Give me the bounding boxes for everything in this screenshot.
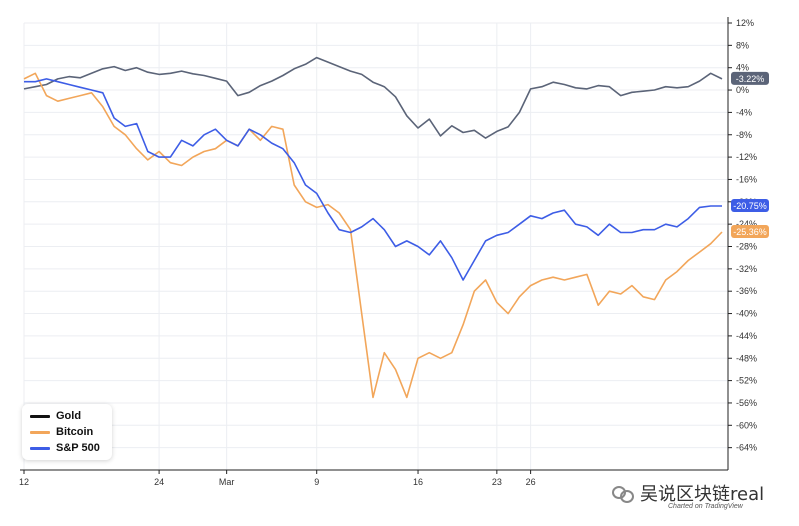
legend-item-gold[interactable]: Gold xyxy=(30,408,112,424)
y-tick-label: -40% xyxy=(736,309,757,319)
y-tick-label: -28% xyxy=(736,242,757,252)
legend-item-bitcoin[interactable]: Bitcoin xyxy=(30,424,112,440)
legend-label-sp500: S&P 500 xyxy=(56,442,100,454)
y-tick-label: -48% xyxy=(736,353,757,363)
y-tick-label: -8% xyxy=(736,130,752,140)
last-value-tag-bg xyxy=(731,224,769,238)
y-tick-label: -36% xyxy=(736,286,757,296)
last-value-tag-bg xyxy=(731,198,769,212)
tradingview-credit: Charted on TradingView xyxy=(668,503,743,510)
series-lines xyxy=(23,56,723,399)
y-tick-label: -24% xyxy=(736,219,757,229)
y-tick-label: -60% xyxy=(736,420,757,430)
x-tick-label: 16 xyxy=(413,477,423,487)
y-tick-label: -4% xyxy=(736,107,752,117)
y-tick-label: 4% xyxy=(736,63,749,73)
series-line-s-p-500 xyxy=(24,78,722,281)
last-value-tag-s-p-500: -20.75% xyxy=(731,198,769,212)
legend-swatch-sp500 xyxy=(30,446,50,450)
last-value-tags: -3.22% -25.36% -20.75% xyxy=(731,71,769,238)
series-line-bitcoin xyxy=(23,72,723,399)
x-tick-label: 26 xyxy=(526,477,536,487)
y-tick-label: -64% xyxy=(736,443,757,453)
legend: Gold Bitcoin S&P 500 xyxy=(22,404,112,460)
x-tick-label: 12 xyxy=(19,477,29,487)
series-line-gold xyxy=(23,56,723,139)
y-axis-ticks: 12%8%4%0%-4%-8%-12%-16%-20%-24%-28%-32%-… xyxy=(728,18,757,453)
x-tick-label: 9 xyxy=(314,477,319,487)
y-tick-label: 12% xyxy=(736,18,754,28)
x-tick-label: 23 xyxy=(492,477,502,487)
legend-swatch-bitcoin xyxy=(30,430,50,434)
y-tick-label: -52% xyxy=(736,376,757,386)
y-tick-label: -12% xyxy=(736,152,757,162)
legend-label-gold: Gold xyxy=(56,410,82,422)
last-value-tag-bitcoin: -25.36% xyxy=(731,224,769,238)
x-tick-label: 24 xyxy=(154,477,164,487)
last-value-tag-gold: -3.22% xyxy=(731,71,769,85)
watermark-text: 吴说区块链real xyxy=(640,484,765,505)
x-axis-ticks: 12 24 Mar 9 16 23 26 xyxy=(19,470,536,487)
last-value-tag-bg xyxy=(731,71,769,85)
legend-item-sp500[interactable]: S&P 500 xyxy=(30,440,112,456)
wechat-icon xyxy=(612,484,634,503)
last-value-tag-text: -20.75% xyxy=(733,201,767,211)
y-tick-label: -56% xyxy=(736,398,757,408)
legend-label-bitcoin: Bitcoin xyxy=(56,426,94,438)
legend-swatch-gold xyxy=(30,414,50,418)
y-tick-label: -32% xyxy=(736,264,757,274)
gridlines xyxy=(23,22,728,470)
y-tick-label: 0% xyxy=(736,85,749,95)
watermark: 吴说区块链real xyxy=(612,480,764,506)
y-tick-label: 8% xyxy=(736,40,749,50)
last-value-tag-text: -3.22% xyxy=(736,74,765,84)
y-tick-label: -44% xyxy=(736,331,757,341)
x-tick-label: Mar xyxy=(219,477,235,487)
last-value-tag-text: -25.36% xyxy=(733,227,767,237)
y-tick-label: -16% xyxy=(736,174,757,184)
